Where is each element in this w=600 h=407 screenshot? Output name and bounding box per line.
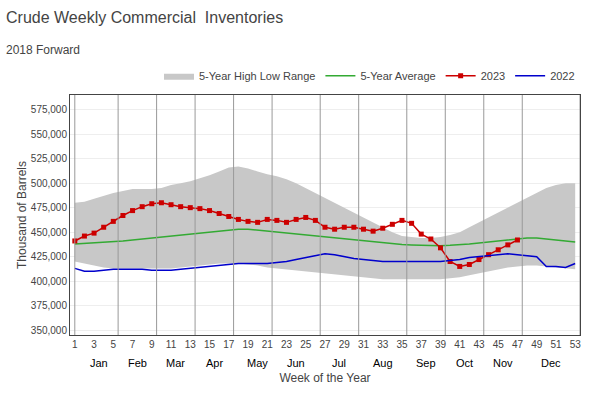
- svg-text:11: 11: [166, 339, 177, 350]
- svg-text:Oct: Oct: [456, 357, 473, 369]
- svg-text:Apr: Apr: [206, 357, 223, 369]
- svg-text:Sep: Sep: [416, 357, 436, 369]
- svg-text:375,000: 375,000: [31, 300, 68, 311]
- svg-text:27: 27: [319, 339, 331, 350]
- svg-text:5-Year Average: 5-Year Average: [360, 70, 435, 82]
- svg-text:21: 21: [262, 339, 274, 350]
- svg-text:450,000: 450,000: [31, 227, 68, 238]
- svg-text:525,000: 525,000: [31, 153, 68, 164]
- svg-text:2022: 2022: [550, 70, 574, 82]
- svg-text:425,000: 425,000: [31, 251, 68, 262]
- svg-text:1: 1: [72, 339, 78, 350]
- svg-text:35: 35: [396, 339, 408, 350]
- svg-text:43: 43: [473, 339, 485, 350]
- svg-text:Mar: Mar: [166, 357, 185, 369]
- svg-text:Thousand of Barrels: Thousand of Barrels: [15, 161, 29, 269]
- svg-text:Jul: Jul: [332, 357, 346, 369]
- svg-text:Nov: Nov: [493, 357, 513, 369]
- svg-text:47: 47: [512, 339, 524, 350]
- svg-text:575,000: 575,000: [31, 104, 68, 115]
- svg-text:45: 45: [493, 339, 505, 350]
- svg-text:May: May: [247, 357, 268, 369]
- svg-text:15: 15: [204, 339, 216, 350]
- svg-text:Week of the Year: Week of the Year: [279, 371, 370, 385]
- svg-text:25: 25: [300, 339, 312, 350]
- svg-text:37: 37: [416, 339, 428, 350]
- svg-text:Jan: Jan: [90, 357, 108, 369]
- svg-text:400,000: 400,000: [31, 276, 68, 287]
- svg-text:550,000: 550,000: [31, 129, 68, 140]
- svg-text:29: 29: [339, 339, 351, 350]
- svg-text:Feb: Feb: [128, 357, 147, 369]
- svg-text:Crude Weekly Commercial Inven: Crude Weekly Commercial Inventories: [6, 9, 283, 26]
- svg-text:53: 53: [570, 339, 582, 350]
- svg-text:41: 41: [454, 339, 466, 350]
- svg-text:9: 9: [149, 339, 155, 350]
- svg-text:23: 23: [281, 339, 293, 350]
- svg-text:13: 13: [185, 339, 197, 350]
- svg-text:Dec: Dec: [541, 357, 561, 369]
- svg-text:2023: 2023: [481, 70, 505, 82]
- svg-text:5: 5: [111, 339, 117, 350]
- svg-text:33: 33: [377, 339, 389, 350]
- svg-text:3: 3: [91, 339, 97, 350]
- svg-text:475,000: 475,000: [31, 202, 68, 213]
- svg-text:19: 19: [242, 339, 254, 350]
- svg-text:2018 Forward: 2018 Forward: [6, 43, 80, 57]
- svg-text:49: 49: [531, 339, 543, 350]
- svg-text:39: 39: [435, 339, 447, 350]
- svg-text:500,000: 500,000: [31, 178, 68, 189]
- svg-text:31: 31: [358, 339, 370, 350]
- svg-text:17: 17: [223, 339, 235, 350]
- svg-text:Jun: Jun: [287, 357, 305, 369]
- svg-text:51: 51: [550, 339, 562, 350]
- svg-text:350,000: 350,000: [31, 325, 68, 336]
- svg-text:Aug: Aug: [373, 357, 393, 369]
- svg-text:7: 7: [130, 339, 136, 350]
- svg-text:5-Year High Low Range: 5-Year High Low Range: [199, 70, 315, 82]
